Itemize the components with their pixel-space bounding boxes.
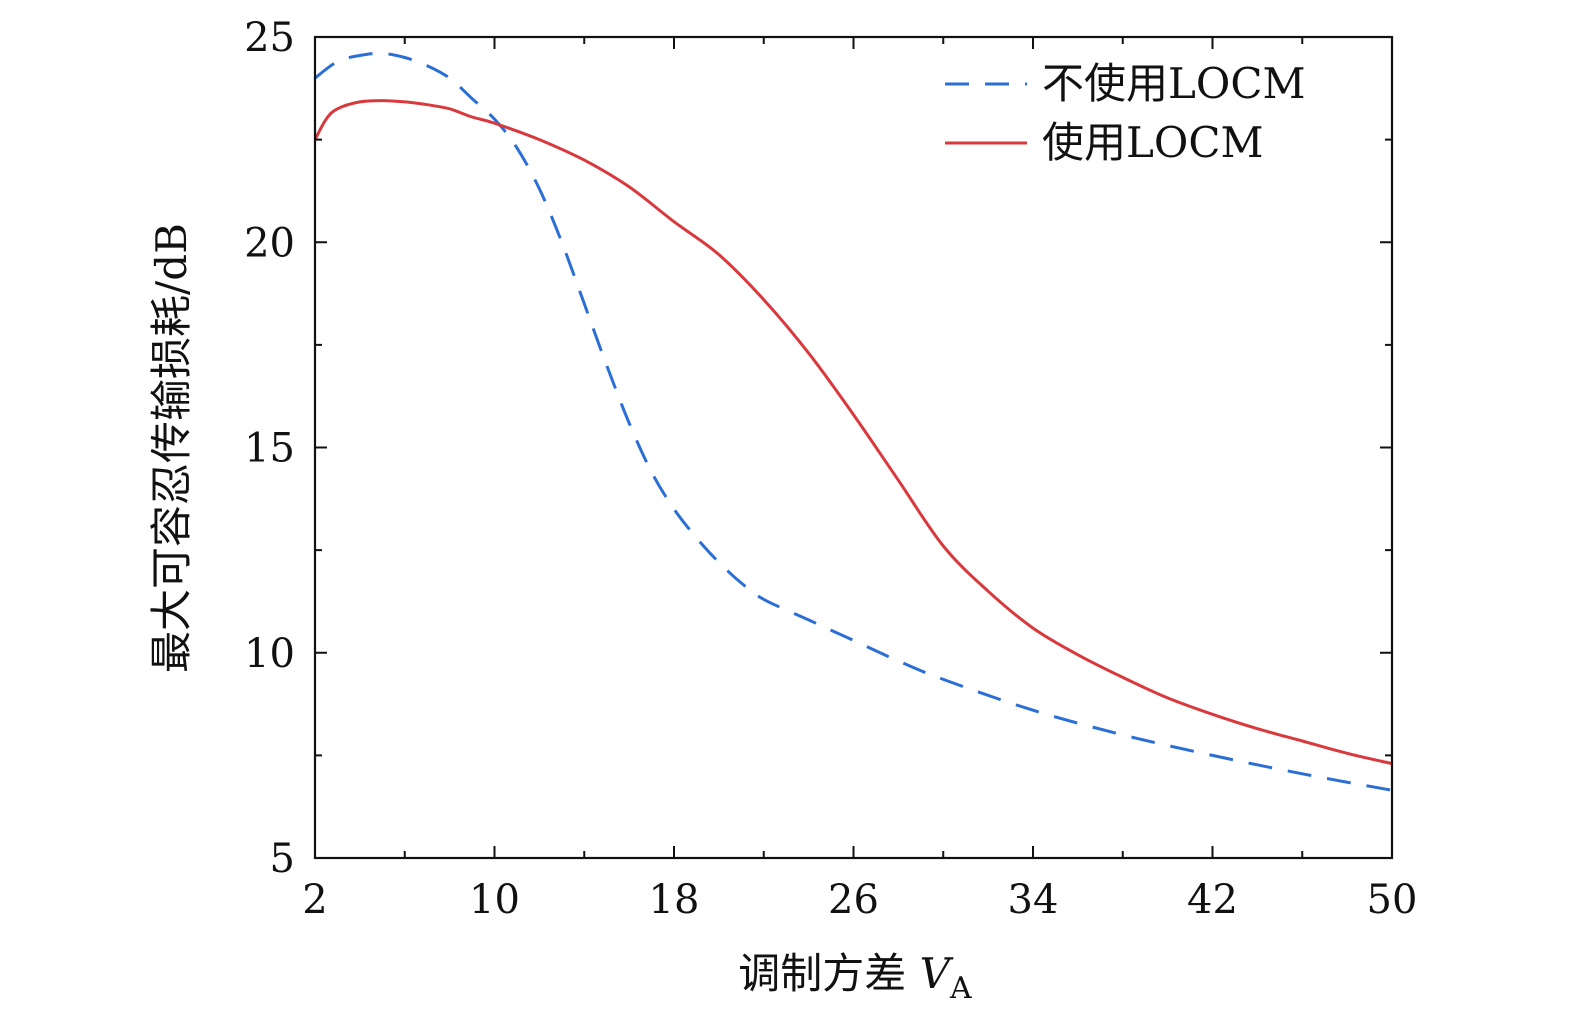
- y-tick-label: 10: [244, 631, 295, 677]
- legend-label-without-locm: 不使用LOCM: [1042, 59, 1305, 108]
- legend: 不使用LOCM 使用LOCM: [945, 59, 1305, 167]
- x-tick-label: 42: [1187, 877, 1238, 923]
- series-line-with-locm: [313, 99, 1393, 766]
- x-tick-label: 18: [649, 877, 700, 923]
- x-axis-variable: V: [920, 949, 954, 998]
- y-tick-label: 20: [244, 220, 295, 266]
- legend-label-with-locm: 使用LOCM: [1042, 118, 1263, 167]
- y-axis-title: 最大可容忍传输损耗/dB: [147, 223, 196, 673]
- series-layer: [313, 51, 1393, 792]
- x-tick-label: 50: [1367, 877, 1418, 923]
- x-axis-variable-subscript: A: [949, 971, 972, 1006]
- tick-layer: [314, 36, 1393, 859]
- series-line-without-locm: [314, 51, 1393, 792]
- y-tick-label: 5: [270, 836, 295, 882]
- x-tick-label: 2: [302, 877, 327, 923]
- y-tick-label: 25: [244, 15, 295, 61]
- tick-label-layer: 2 10 18 26 34 42 50 5 10 15 20 25: [244, 15, 1417, 923]
- x-axis-title-text: 调制方差: [738, 949, 906, 998]
- x-tick-label: 26: [828, 877, 879, 923]
- x-tick-label: 10: [469, 877, 520, 923]
- x-axis-title: 调制方差 VA: [738, 949, 972, 1006]
- y-tick-label: 15: [244, 426, 295, 472]
- x-tick-label: 34: [1008, 877, 1059, 923]
